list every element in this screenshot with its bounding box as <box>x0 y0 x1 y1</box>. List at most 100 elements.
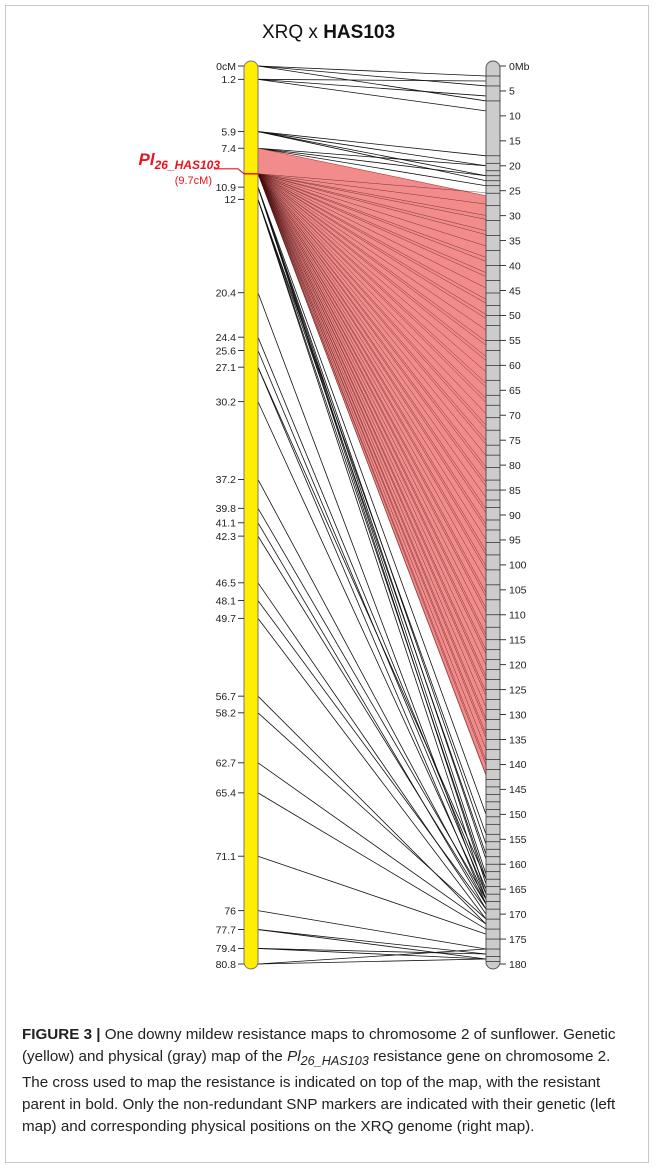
region-link <box>257 173 487 776</box>
genetic-tick-label: 30.2 <box>216 396 237 408</box>
marker-link <box>257 131 487 182</box>
figure-frame <box>5 5 649 1163</box>
marker-link <box>257 712 487 920</box>
genetic-tick-label: 12 <box>224 194 236 206</box>
region-link <box>257 173 487 510</box>
marker-link <box>257 199 487 880</box>
marker-link <box>257 187 487 875</box>
genetic-tick-label: 1.2 <box>221 74 236 86</box>
region-link <box>257 173 487 555</box>
resistance-gene-label: Pl26_HAS103 (9.7cM) <box>139 150 258 187</box>
region-link <box>257 173 487 426</box>
region-link <box>257 173 487 635</box>
gene-pointer <box>214 168 245 175</box>
region-link <box>257 173 487 514</box>
region-link <box>257 173 487 414</box>
genetic-tick-label: 24.4 <box>216 332 237 344</box>
genetic-tick-label: 37.2 <box>216 474 237 486</box>
genetic-tick-label: 42.3 <box>216 531 237 543</box>
marker-link <box>257 910 487 950</box>
region-link <box>257 173 487 651</box>
physical-tick-label: 35 <box>509 235 521 247</box>
genetic-tick-label: 80.8 <box>216 959 237 971</box>
marker-link <box>257 401 487 900</box>
region-link <box>257 173 487 697</box>
region-link <box>257 173 487 708</box>
genetic-tick-label: 0cM <box>216 61 236 73</box>
region-link <box>257 173 487 277</box>
physical-tick-label: 50 <box>509 310 521 322</box>
caption-gene-sub: 26_HAS103 <box>300 1054 369 1069</box>
region-link <box>257 173 487 468</box>
caption-part-2: resistance gene on chromosome 2. The cro… <box>22 1048 616 1136</box>
marker-link <box>257 131 487 167</box>
marker-link <box>257 78 487 112</box>
genetic-tick-label: 39.8 <box>216 503 237 515</box>
marker-link <box>257 199 487 855</box>
region-link <box>257 173 487 289</box>
marker-link <box>257 187 487 815</box>
genetic-chromosome <box>243 60 259 970</box>
genetic-tick-label: 7.4 <box>221 143 236 155</box>
region-link <box>257 173 487 388</box>
physical-tick-label: 105 <box>509 585 527 597</box>
genetic-tick-label: 20.4 <box>216 288 237 300</box>
genetic-tick-label: 56.7 <box>216 691 237 703</box>
caption-part-1: One downy mildew resistance maps to chro… <box>22 1026 616 1065</box>
marker-link <box>257 508 487 900</box>
region-link <box>257 173 487 677</box>
genetic-tick-label: 71.1 <box>216 851 237 863</box>
physical-tick-label: 170 <box>509 909 527 921</box>
region-link <box>257 173 487 761</box>
region-link <box>257 173 487 609</box>
marker-link <box>257 948 487 965</box>
region-link <box>257 173 487 624</box>
marker-link <box>257 187 487 885</box>
physical-tick-label: 80 <box>509 460 521 472</box>
region-link <box>257 173 487 498</box>
region-link <box>257 173 487 193</box>
genetic-tick-label: 79.4 <box>216 943 237 955</box>
genetic-tick-label: 10.9 <box>216 182 237 194</box>
marker-link <box>257 337 487 890</box>
region-link <box>257 173 487 258</box>
region-link <box>257 173 487 216</box>
marker-link <box>257 762 487 925</box>
physical-tick-label: 60 <box>509 360 521 372</box>
physical-tick-label: 125 <box>509 684 527 696</box>
physical-chromosome <box>485 60 501 970</box>
marker-link <box>257 147 487 187</box>
region-link <box>257 173 487 582</box>
marker-link <box>257 618 487 920</box>
caption-gene-main: Pl <box>287 1048 301 1065</box>
physical-tick-label: 145 <box>509 784 527 796</box>
region-link <box>257 173 487 529</box>
resistant-parent: HAS103 <box>323 22 396 43</box>
marker-link <box>257 367 487 880</box>
physical-tick-label: 155 <box>509 834 527 846</box>
region-link <box>257 173 487 273</box>
genetic-tick-label: 49.7 <box>216 613 237 625</box>
region-link <box>257 173 487 315</box>
physical-marker-bands <box>486 75 500 962</box>
physical-tick-label: 100 <box>509 560 527 572</box>
region-links <box>257 173 487 776</box>
region-link <box>257 173 487 571</box>
genetic-tick-label: 41.1 <box>216 518 237 530</box>
region-link <box>257 173 487 597</box>
physical-tick-label: 65 <box>509 385 521 397</box>
physical-tick-label: 165 <box>509 884 527 896</box>
marker-link <box>257 948 487 955</box>
region-link <box>257 173 487 262</box>
region-link <box>257 173 487 456</box>
genetic-tick-label: 46.5 <box>216 578 237 590</box>
marker-link <box>257 78 487 97</box>
marker-link <box>257 792 487 930</box>
marker-link <box>257 147 487 177</box>
region-link <box>257 173 487 723</box>
region-link <box>257 173 487 399</box>
region-link <box>257 173 487 346</box>
region-link <box>257 173 487 719</box>
region-link <box>257 173 487 231</box>
region-link <box>257 173 487 319</box>
